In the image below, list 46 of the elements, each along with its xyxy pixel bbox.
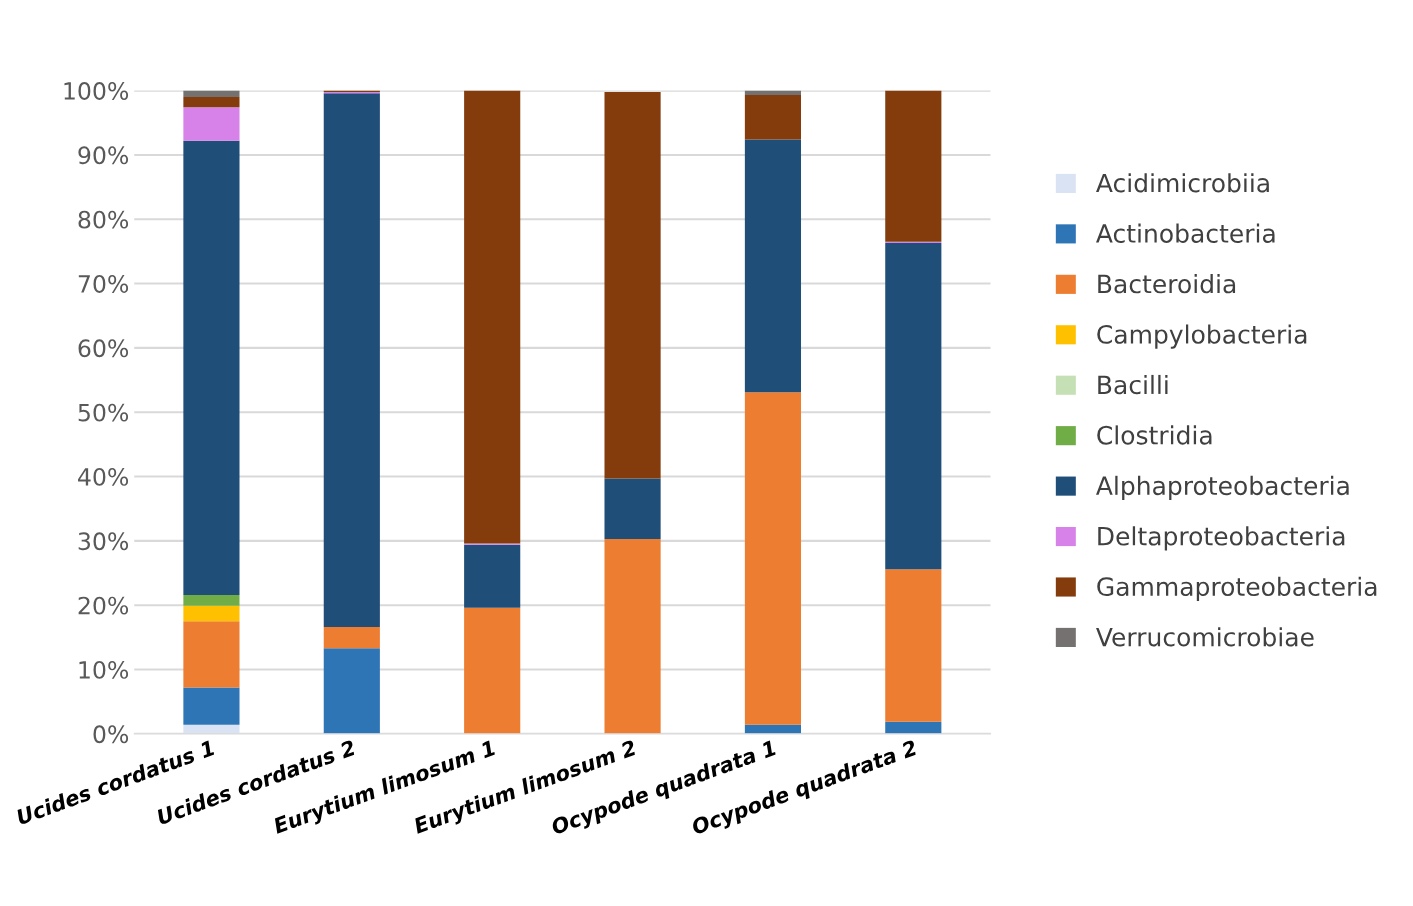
bar <box>183 687 240 725</box>
bar <box>183 107 240 141</box>
legend-label: Bacilli <box>1098 374 1168 395</box>
bar <box>323 93 380 628</box>
y-tick-label: 90% <box>78 146 129 165</box>
legend-label: Bacteroidia <box>1098 274 1236 294</box>
y-tick-label: 10% <box>79 660 129 679</box>
bar <box>183 90 240 98</box>
bar <box>323 648 380 734</box>
y-tick-label: 0% <box>93 725 129 744</box>
bar <box>183 594 240 606</box>
bar <box>183 140 240 595</box>
bar <box>323 627 380 649</box>
legend-label: Alphaproteobacteria <box>1096 475 1349 500</box>
bar <box>885 569 942 722</box>
bar <box>604 538 661 734</box>
bar <box>183 97 240 108</box>
bar <box>183 621 240 688</box>
bar <box>744 392 802 725</box>
bar <box>604 91 661 479</box>
legend-label: Gammaproteobacteria <box>1097 576 1377 601</box>
y-tick-label: 60% <box>78 339 129 358</box>
legend-label: Actinobacteria <box>1096 223 1275 243</box>
y-tick-label: 30% <box>78 532 129 551</box>
y-tick-label: 40% <box>78 468 129 486</box>
bar <box>183 605 240 622</box>
y-tick-label: 70% <box>78 275 129 293</box>
bar <box>744 139 802 393</box>
bar <box>604 478 661 539</box>
y-tick-label: 80% <box>78 210 129 229</box>
y-tick-label: 50% <box>78 403 129 422</box>
bar <box>464 90 521 544</box>
legend-label: Clostridia <box>1097 425 1212 445</box>
y-tick-label: 100% <box>64 82 129 100</box>
legend-label: Deltaproteobacteria <box>1098 526 1345 551</box>
legend-label: Acidimicrobiia <box>1096 173 1269 193</box>
legend-label: Verrucomicrobiae <box>1096 627 1314 647</box>
bar <box>885 721 942 734</box>
legend-label: Campylobacteria <box>1097 324 1307 349</box>
y-tick-label: 20% <box>78 596 129 615</box>
bar <box>464 544 521 608</box>
bar <box>885 243 942 570</box>
bar <box>464 607 521 734</box>
bar <box>183 724 240 734</box>
bar <box>885 90 942 242</box>
bar <box>744 95 802 140</box>
